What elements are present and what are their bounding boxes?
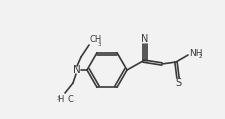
- Text: 3: 3: [57, 97, 61, 102]
- Text: 3: 3: [98, 42, 101, 47]
- Text: S: S: [175, 79, 181, 89]
- Text: 2: 2: [198, 54, 202, 59]
- Text: H: H: [58, 95, 64, 104]
- Text: NH: NH: [189, 50, 202, 59]
- Text: N: N: [141, 35, 149, 45]
- Text: C: C: [68, 95, 74, 104]
- Text: CH: CH: [90, 35, 102, 44]
- Text: N: N: [73, 65, 81, 75]
